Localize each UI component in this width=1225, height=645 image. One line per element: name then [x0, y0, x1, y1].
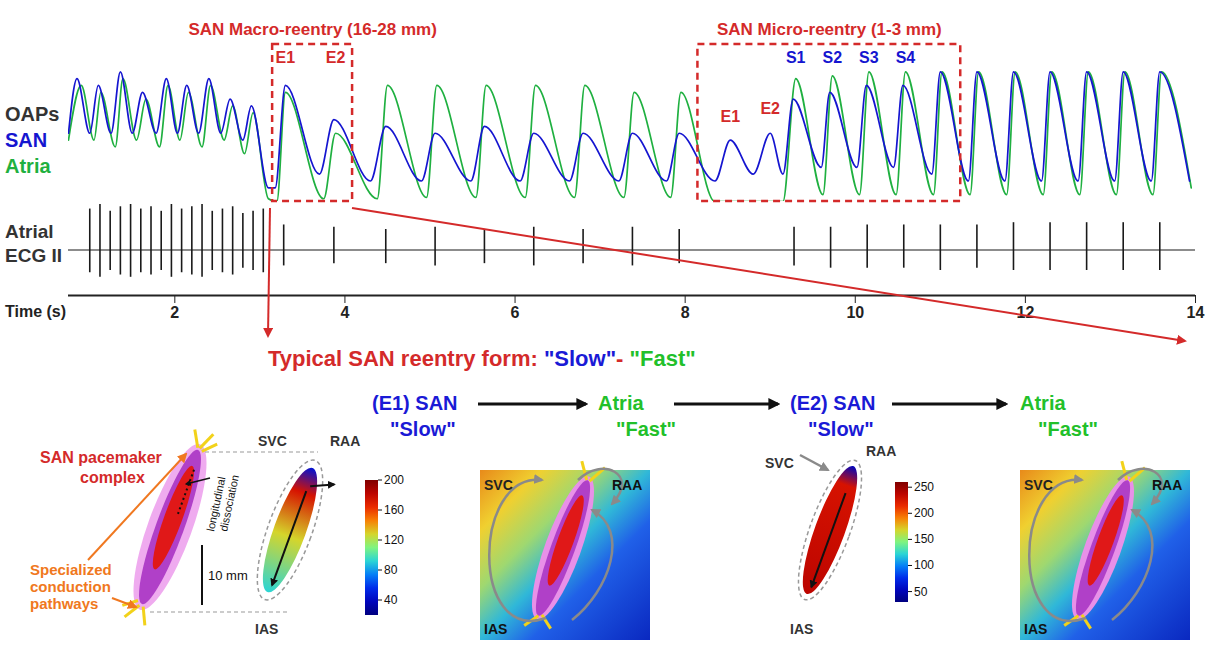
- svg-text:120: 120: [384, 533, 404, 547]
- svg-text:250: 250: [914, 480, 934, 494]
- svg-text:6: 6: [511, 304, 520, 321]
- svg-text:IAS: IAS: [484, 621, 507, 637]
- html-text:Atria: Atria: [5, 155, 51, 177]
- svg-text:longitudinal: longitudinal: [204, 475, 227, 532]
- svg-text:150: 150: [914, 532, 934, 546]
- svg-text:E1: E1: [276, 49, 296, 66]
- svg-text:"Fast": "Fast": [616, 418, 676, 440]
- svg-text:10: 10: [846, 304, 864, 321]
- svg-text:E2: E2: [326, 49, 346, 66]
- svg-text:12: 12: [1016, 304, 1034, 321]
- svg-text:Atria: Atria: [598, 392, 644, 414]
- svg-text:pathways: pathways: [30, 595, 98, 612]
- svg-text:IAS: IAS: [790, 621, 813, 637]
- svg-text:SVC: SVC: [484, 477, 513, 493]
- svg-text:Specialized: Specialized: [30, 561, 112, 578]
- svg-text:complex: complex: [80, 469, 145, 486]
- svg-text:14: 14: [1187, 304, 1205, 321]
- svg-text:S3: S3: [859, 49, 879, 66]
- svg-text:"Fast": "Fast": [1038, 418, 1098, 440]
- svg-text:Typical SAN reentry form: "Slo: Typical SAN reentry form: "Slow"- "Fast": [268, 346, 696, 371]
- svg-text:SVC: SVC: [765, 455, 794, 471]
- svg-text:8: 8: [681, 304, 690, 321]
- svg-text:S1: S1: [786, 49, 806, 66]
- svg-text:200: 200: [914, 506, 934, 520]
- svg-text:2: 2: [170, 304, 179, 321]
- svg-text:RAA: RAA: [330, 433, 360, 449]
- html-text:OAPs: OAPs: [5, 103, 60, 125]
- svg-text:"Slow": "Slow": [808, 418, 874, 440]
- svg-text:200: 200: [384, 473, 404, 487]
- svg-text:dissociation: dissociation: [217, 474, 241, 533]
- svg-text:4: 4: [340, 304, 349, 321]
- svg-text:S2: S2: [823, 49, 843, 66]
- svg-text:SVC: SVC: [1024, 477, 1053, 493]
- svg-text:SAN Macro-reentry (16-28 mm): SAN Macro-reentry (16-28 mm): [188, 20, 436, 39]
- svg-text:SAN pacemaker: SAN pacemaker: [40, 449, 162, 466]
- svg-text:40: 40: [384, 593, 398, 607]
- svg-text:80: 80: [384, 563, 398, 577]
- html-text:Atrial: Atrial: [5, 221, 54, 242]
- svg-text:E1: E1: [720, 108, 740, 125]
- svg-text:IAS: IAS: [1024, 621, 1047, 637]
- svg-text:S4: S4: [896, 49, 916, 66]
- svg-text:conduction: conduction: [30, 578, 111, 595]
- html-text:Time (s): Time (s): [5, 303, 67, 320]
- svg-text:SAN Micro-reentry (1-3 mm): SAN Micro-reentry (1-3 mm): [717, 20, 942, 39]
- svg-text:(E2) SAN: (E2) SAN: [790, 392, 876, 414]
- svg-text:(E1) SAN: (E1) SAN: [372, 392, 458, 414]
- html-text:ECG II: ECG II: [5, 245, 62, 266]
- svg-text:RAA: RAA: [866, 443, 896, 459]
- svg-text:10 mm: 10 mm: [208, 568, 248, 583]
- svg-text:RAA: RAA: [1152, 477, 1182, 493]
- svg-text:SVC: SVC: [258, 433, 287, 449]
- svg-text:IAS: IAS: [255, 621, 278, 637]
- svg-text:100: 100: [914, 558, 934, 572]
- svg-text:50: 50: [914, 585, 928, 599]
- svg-text:E2: E2: [760, 100, 780, 117]
- svg-text:160: 160: [384, 503, 404, 517]
- html-text:SAN: SAN: [5, 129, 48, 151]
- svg-text:Atria: Atria: [1020, 392, 1066, 414]
- svg-text:"Slow": "Slow": [390, 418, 456, 440]
- svg-text:RAA: RAA: [612, 477, 642, 493]
